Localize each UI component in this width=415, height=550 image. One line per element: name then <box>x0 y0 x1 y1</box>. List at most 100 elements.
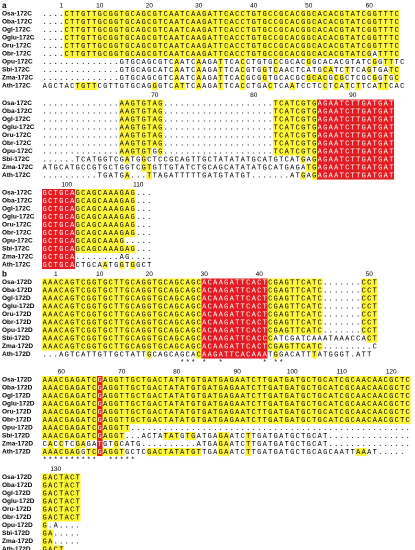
highlight-red <box>42 189 48 198</box>
base: G <box>65 449 69 457</box>
highlight-red <box>58 245 65 254</box>
base: A <box>395 83 400 91</box>
base: T <box>48 164 52 172</box>
highlight-yellow <box>174 26 180 35</box>
base: A <box>318 164 323 172</box>
highlight-yellow <box>141 302 147 311</box>
highlight-yellow <box>388 26 395 35</box>
base: . <box>169 425 173 433</box>
base: A <box>323 335 328 343</box>
base: C <box>323 401 327 409</box>
base: T <box>219 43 223 51</box>
base: . <box>241 100 245 108</box>
highlight-yellow <box>311 318 318 327</box>
base: C <box>98 230 102 238</box>
base: C <box>164 19 168 27</box>
base: A <box>318 100 323 108</box>
base: G <box>70 279 74 287</box>
base: . <box>263 172 267 180</box>
base: T <box>87 351 91 359</box>
highlight-yellow <box>306 99 312 108</box>
base: C <box>98 198 102 206</box>
base: G <box>367 67 371 75</box>
base: C <box>312 35 316 43</box>
highlight-yellow <box>64 294 70 303</box>
base: T <box>109 156 113 164</box>
base: * <box>87 457 91 465</box>
highlight-yellow <box>361 26 367 35</box>
base: . <box>164 148 168 156</box>
highlight-yellow <box>69 310 76 319</box>
highlight-red <box>256 318 263 327</box>
highlight-yellow <box>212 384 219 393</box>
base: . <box>202 124 206 132</box>
base: G <box>136 441 140 449</box>
base: T <box>334 393 338 401</box>
base: C <box>191 67 195 75</box>
highlight-yellow <box>256 10 263 19</box>
base: G <box>202 51 206 59</box>
highlight-red <box>223 310 230 319</box>
base: G <box>153 164 157 172</box>
highlight-red <box>240 278 246 287</box>
highlight-yellow <box>91 294 98 303</box>
base: T <box>197 401 201 409</box>
base: G <box>257 449 261 457</box>
highlight-red <box>69 189 76 198</box>
highlight-yellow <box>196 384 202 393</box>
base: A <box>136 51 141 59</box>
base: . <box>400 441 404 449</box>
highlight-yellow <box>152 10 158 19</box>
base: G <box>191 393 195 401</box>
highlight-yellow <box>179 326 186 335</box>
base: A <box>296 59 301 67</box>
base: A <box>351 35 356 43</box>
base: G <box>285 377 289 385</box>
highlight-yellow <box>218 82 224 91</box>
highlight-yellow <box>119 107 125 116</box>
base: T <box>389 148 393 156</box>
base: C <box>158 377 162 385</box>
base: C <box>318 319 322 327</box>
highlight-yellow <box>47 326 54 335</box>
base: C <box>158 393 162 401</box>
base: T <box>235 303 239 311</box>
base: T <box>213 385 217 393</box>
sequence: ..............AAGTGTAG..................… <box>43 116 394 124</box>
base: . <box>213 132 217 140</box>
base: A <box>65 83 70 91</box>
highlight-yellow <box>366 66 373 75</box>
highlight-yellow <box>113 310 120 319</box>
base: C <box>307 401 311 409</box>
highlight-yellow <box>278 310 285 319</box>
highlight-red <box>212 294 219 303</box>
base: G <box>43 206 47 214</box>
base: . <box>334 287 338 295</box>
base: A <box>59 351 64 359</box>
base: C <box>131 51 135 59</box>
base: T <box>87 83 91 91</box>
base: T <box>153 343 157 351</box>
highlight-yellow <box>278 107 285 116</box>
base: A <box>334 335 339 343</box>
highlight-yellow <box>102 229 109 238</box>
base: G <box>290 433 294 441</box>
base: A <box>65 327 70 335</box>
base: T <box>92 43 96 51</box>
base: C <box>367 377 371 385</box>
base: T <box>389 67 393 75</box>
base: G <box>389 385 393 393</box>
sequence-name: Sbi-172C <box>2 246 30 253</box>
base: G <box>230 401 234 409</box>
base: G <box>257 433 261 441</box>
base: A <box>279 433 284 441</box>
base: A <box>329 377 334 385</box>
highlight-yellow <box>322 10 329 19</box>
base: C <box>208 311 212 319</box>
highlight-yellow <box>135 294 142 303</box>
base: G <box>81 51 85 59</box>
base: T <box>175 409 179 417</box>
highlight-yellow <box>146 50 153 59</box>
highlight-yellow <box>185 302 191 311</box>
base: T <box>125 417 129 425</box>
